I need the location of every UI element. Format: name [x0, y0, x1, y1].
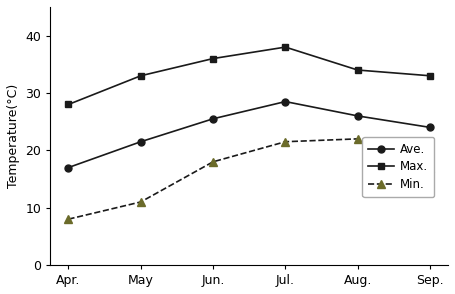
Min.: [210, 160, 216, 163]
Ave.: [283, 100, 288, 103]
Max.: [66, 103, 71, 106]
Min.: [66, 217, 71, 221]
Line: Min.: Min.: [65, 135, 434, 223]
Ave.: [66, 166, 71, 169]
Max.: [138, 74, 143, 78]
Min.: [355, 137, 360, 141]
Legend: Ave., Max., Min.: Ave., Max., Min.: [362, 137, 434, 197]
Ave.: [210, 117, 216, 121]
Y-axis label: Temperature(°C): Temperature(°C): [7, 84, 20, 188]
Max.: [283, 45, 288, 49]
Ave.: [355, 114, 360, 118]
Line: Max.: Max.: [65, 44, 434, 108]
Max.: [355, 68, 360, 72]
Ave.: [138, 140, 143, 143]
Min.: [427, 166, 433, 169]
Ave.: [427, 126, 433, 129]
Line: Ave.: Ave.: [65, 98, 434, 171]
Min.: [283, 140, 288, 143]
Min.: [138, 200, 143, 204]
Max.: [427, 74, 433, 78]
Max.: [210, 57, 216, 60]
